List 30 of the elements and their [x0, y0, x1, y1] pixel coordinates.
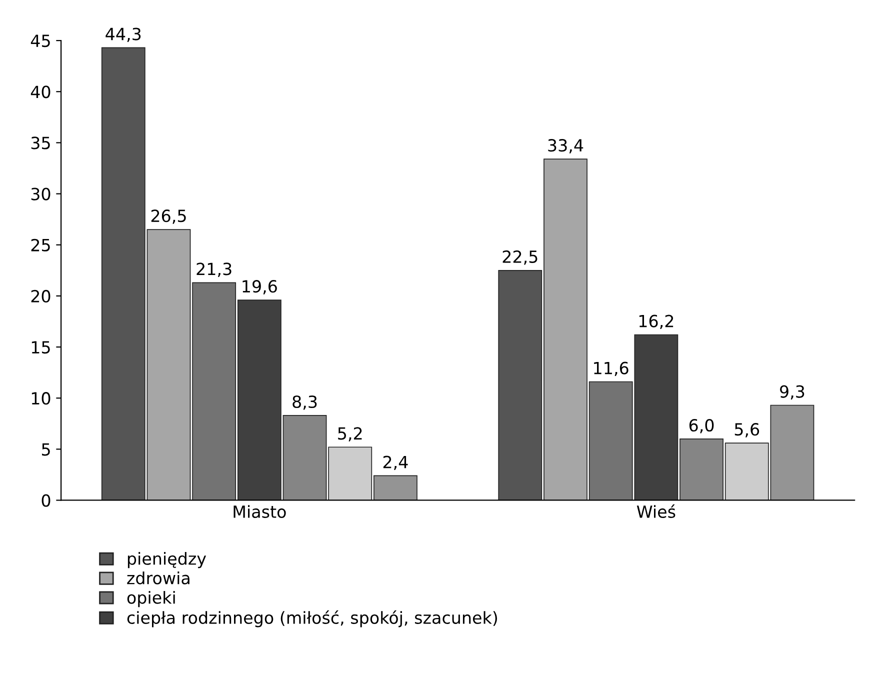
- data-label: 11,6: [594, 362, 628, 376]
- data-label: 21,3: [196, 262, 232, 277]
- data-label: 6,0: [689, 418, 714, 434]
- data-label: 2,4: [383, 456, 408, 470]
- legend-label: zdrowia: [127, 571, 190, 584]
- data-label: 16,2: [639, 314, 674, 330]
- data-label: 26,5: [151, 210, 186, 224]
- data-label: 22,5: [502, 250, 538, 265]
- y-tick-label: 45: [30, 34, 50, 48]
- data-label: 33,4: [548, 139, 584, 154]
- data-label: 5,2: [338, 427, 362, 442]
- y-tick-label: 15: [32, 341, 50, 354]
- legend-label: pieniędzy: [128, 552, 206, 568]
- data-label: 5,6: [734, 423, 760, 438]
- y-tick-label: 35: [31, 136, 50, 150]
- y-tick-label: 30: [31, 188, 50, 200]
- x-tick-label: Miasto: [234, 505, 286, 518]
- y-tick-label: 40: [30, 86, 50, 98]
- data-label: 44,3: [106, 28, 141, 42]
- data-label: 19,6: [242, 280, 277, 294]
- y-tick-label: 5: [42, 443, 50, 456]
- x-tick-label: Wieś: [636, 504, 676, 518]
- legend-label: ciepła rodzinnego (miłość, spokój, szacunek): [127, 610, 497, 628]
- legend-label: opieki: [127, 590, 175, 608]
- y-tick-label: 10: [32, 392, 50, 405]
- y-tick-label: 20: [31, 290, 50, 303]
- data-label: 8,3: [292, 395, 317, 410]
- data-label: 9,3: [780, 385, 804, 400]
- y-tick-label: 25: [31, 238, 50, 252]
- y-tick-label: 0: [42, 494, 50, 507]
